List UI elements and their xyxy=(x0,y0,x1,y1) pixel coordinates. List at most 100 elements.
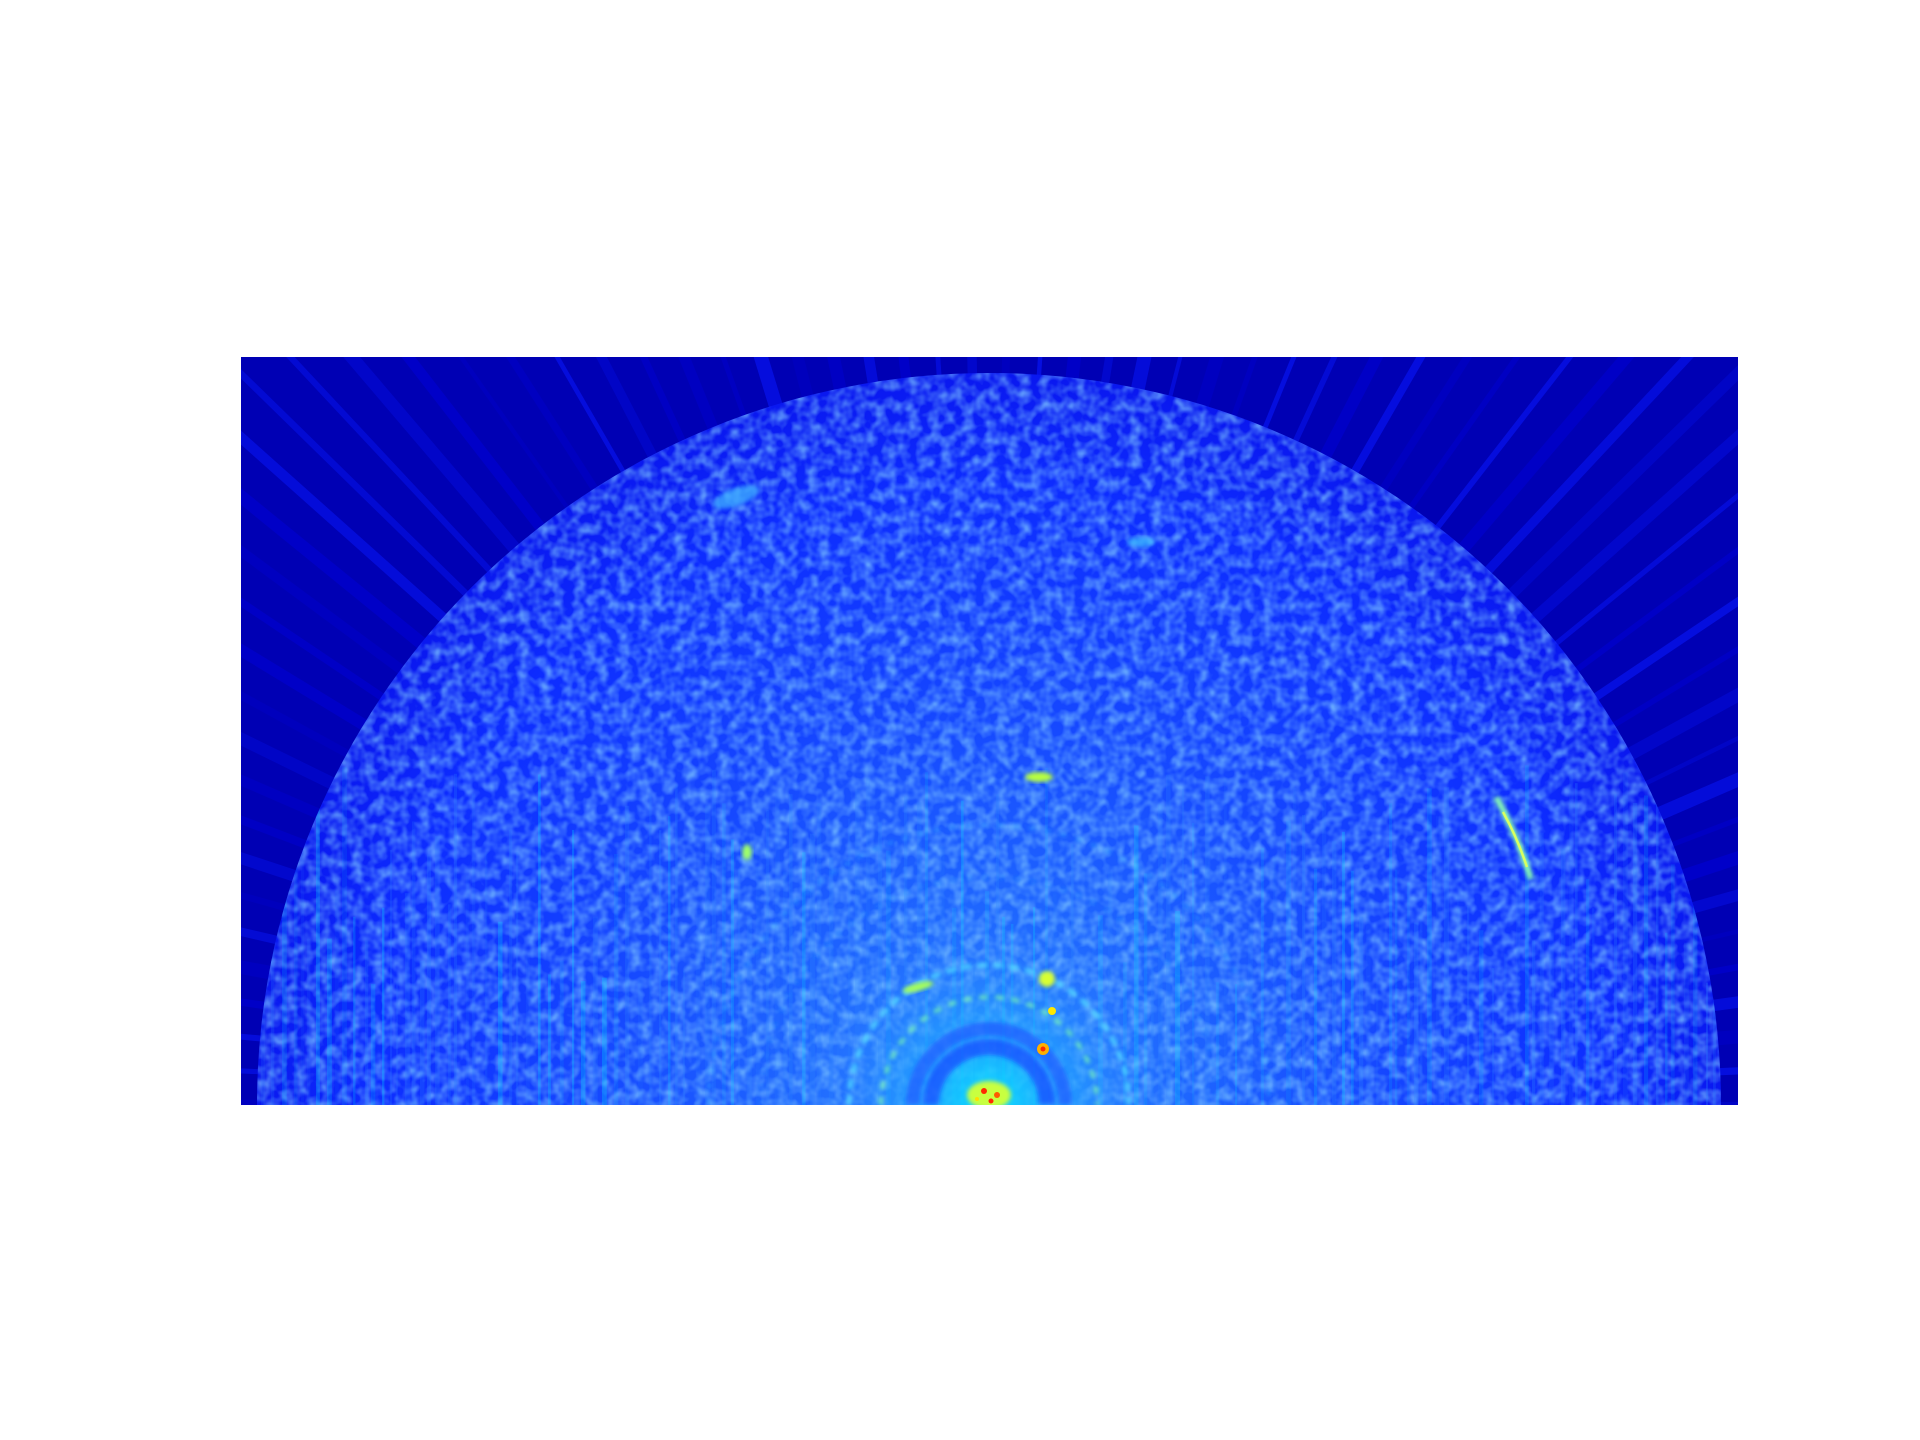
vertical-streak xyxy=(1166,774,1171,1105)
vertical-streak xyxy=(1286,820,1291,1105)
vertical-streak xyxy=(789,794,793,1105)
vertical-streak xyxy=(722,803,726,1105)
vertical-streak xyxy=(1601,966,1605,1105)
vertical-streak xyxy=(683,971,686,1105)
vertical-streak xyxy=(1293,787,1297,1105)
vertical-streak xyxy=(593,916,598,1105)
vertical-streak xyxy=(548,974,551,1105)
vertical-streak xyxy=(810,833,815,1105)
vertical-streak xyxy=(1671,864,1675,1105)
vertical-streak xyxy=(675,784,678,1105)
vertical-streak xyxy=(1614,794,1618,1105)
vertical-streak xyxy=(427,854,431,1105)
vertical-streak xyxy=(1504,953,1507,1105)
vertical-streak xyxy=(1395,869,1398,1105)
vertical-streak xyxy=(712,770,716,1105)
vertical-streak xyxy=(390,850,393,1105)
vertical-streak xyxy=(316,788,320,1105)
vertical-streak xyxy=(1492,968,1495,1105)
sector-scan-image xyxy=(241,357,1738,1105)
vertical-streak xyxy=(472,793,476,1105)
vertical-streak xyxy=(1314,868,1318,1105)
vertical-streak xyxy=(1592,908,1595,1105)
vertical-streak xyxy=(538,774,541,1105)
vertical-streak xyxy=(560,960,564,1105)
vertical-streak xyxy=(282,884,287,1105)
bright-spots xyxy=(713,485,1534,1105)
vertical-streak xyxy=(405,893,410,1105)
vertical-streak xyxy=(1376,977,1379,1105)
vertical-streak xyxy=(1684,942,1689,1105)
vertical-streak xyxy=(731,839,735,1105)
vertical-streak xyxy=(498,921,503,1105)
vertical-streak xyxy=(866,777,870,1105)
vertical-streak xyxy=(1302,814,1306,1105)
vertical-streak xyxy=(1366,911,1371,1105)
vertical-streak xyxy=(307,939,311,1105)
vertical-streak xyxy=(1706,982,1709,1105)
vertical-streak xyxy=(1224,780,1227,1105)
vertical-streak xyxy=(783,871,788,1105)
vertical-streak xyxy=(327,938,332,1105)
vertical-streak xyxy=(848,818,851,1105)
vertical-streak xyxy=(1623,772,1628,1105)
vertical-streak xyxy=(448,904,451,1105)
vertical-streak xyxy=(1205,776,1210,1105)
vertical-streak xyxy=(668,816,671,1105)
vertical-streak xyxy=(705,805,710,1105)
vertical-streak xyxy=(855,789,860,1105)
vertical-streak xyxy=(1436,816,1441,1105)
vertical-streak xyxy=(271,873,275,1105)
vertical-streak xyxy=(659,830,662,1105)
vertical-streak xyxy=(1389,803,1393,1105)
vertical-streak xyxy=(1351,870,1354,1105)
vertical-streak xyxy=(614,854,619,1105)
vertical-streak xyxy=(1479,930,1484,1105)
vertical-streak xyxy=(581,981,586,1105)
vertical-streak xyxy=(638,979,643,1105)
bright-rings xyxy=(707,823,1271,1105)
vertical-streak xyxy=(1693,898,1698,1105)
vertical-streak xyxy=(878,822,882,1105)
vertical-streak xyxy=(1457,896,1460,1105)
vertical-streak xyxy=(466,875,469,1105)
vertical-streak xyxy=(1586,879,1590,1105)
vertical-streak xyxy=(412,821,416,1105)
vertical-streak xyxy=(904,796,908,1105)
vertical-streak xyxy=(756,867,760,1105)
vertical-streak xyxy=(1427,788,1432,1105)
vertical-streak xyxy=(1532,940,1536,1105)
vertical-streak xyxy=(1656,790,1659,1105)
vertical-streak xyxy=(1359,916,1364,1105)
vertical-streak xyxy=(1273,856,1277,1105)
vertical-streak xyxy=(485,852,488,1105)
vertical-streak xyxy=(649,794,652,1105)
vertical-streak xyxy=(747,916,752,1105)
vertical-streak xyxy=(1665,932,1668,1105)
vertical-streak xyxy=(1175,911,1180,1105)
vertical-streak xyxy=(1467,906,1470,1105)
vertical-streak xyxy=(342,766,347,1105)
vertical-streak xyxy=(625,805,630,1105)
vertical-streak xyxy=(766,810,769,1105)
vertical-streak xyxy=(738,869,741,1105)
vertical-streak xyxy=(775,792,780,1105)
vertical-streak xyxy=(294,847,298,1105)
vertical-streak xyxy=(1407,882,1410,1105)
vertical-streak xyxy=(1182,788,1185,1105)
vertical-streak xyxy=(802,852,806,1105)
vertical-streak xyxy=(1235,984,1238,1105)
vertical-streak xyxy=(1516,878,1520,1105)
vertical-streak xyxy=(1575,783,1578,1105)
vertical-streak xyxy=(1644,795,1649,1105)
vertical-streak xyxy=(829,857,834,1105)
vertical-streak xyxy=(1342,831,1345,1105)
vertical-streak xyxy=(1569,775,1574,1105)
vertical-streak xyxy=(509,829,513,1105)
vertical-streak xyxy=(526,956,530,1105)
vertical-streak xyxy=(261,962,265,1105)
vertical-streak xyxy=(396,981,399,1105)
vertical-streak xyxy=(1414,922,1419,1105)
vertical-streak xyxy=(1045,767,1048,1105)
